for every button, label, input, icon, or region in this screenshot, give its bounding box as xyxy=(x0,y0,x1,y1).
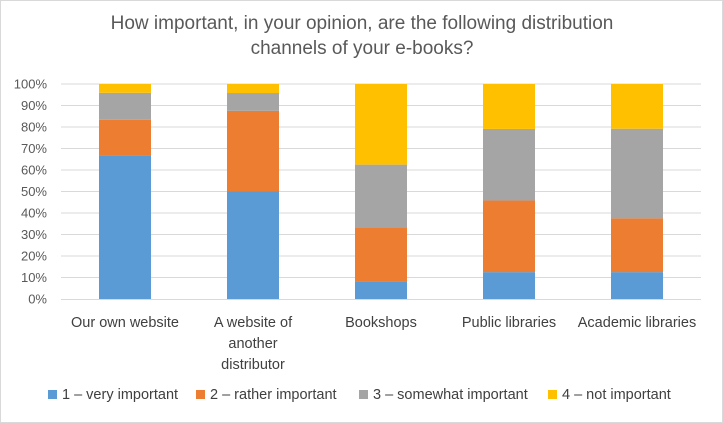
x-category-label: another xyxy=(228,336,277,352)
legend-label: 2 – rather important xyxy=(210,387,337,403)
chart-title-line-1: How important, in your opinion, are the … xyxy=(111,13,614,34)
x-category-label: distributor xyxy=(221,357,285,373)
y-tick-label: 20% xyxy=(21,249,47,264)
legend-swatch xyxy=(548,390,557,399)
bar-segment xyxy=(483,272,535,299)
y-tick-label: 0% xyxy=(28,292,47,307)
bar-segment xyxy=(99,84,151,93)
legend: 1 – very important 2 – rather important 3 … xyxy=(48,387,671,403)
category-labels: Our own website A website of another distri… xyxy=(71,315,696,373)
y-tick-label: 40% xyxy=(21,206,47,221)
bar-segment xyxy=(99,92,151,120)
legend-label: 3 – somewhat important xyxy=(373,387,528,403)
y-axis-ticks: 0% 10% 20% 30% 40% 50% 60% 70% 80% 90% 100% xyxy=(14,77,48,307)
bar-segment xyxy=(611,84,663,129)
bar-segment xyxy=(227,84,279,94)
x-category-label: Public libraries xyxy=(462,315,556,331)
y-tick-label: 100% xyxy=(14,77,48,92)
x-category-label: A website of xyxy=(214,315,293,331)
legend-swatch xyxy=(48,390,57,399)
x-category-label: Our own website xyxy=(71,315,179,331)
y-tick-label: 60% xyxy=(21,163,47,178)
y-tick-label: 80% xyxy=(21,120,47,135)
bar-segment xyxy=(355,227,407,282)
x-category-label: Academic libraries xyxy=(578,315,696,331)
bar-segment xyxy=(611,272,663,299)
y-tick-label: 50% xyxy=(21,184,47,199)
legend-label: 4 – not important xyxy=(562,387,671,403)
legend-label: 1 – very important xyxy=(62,387,178,403)
bar-segment xyxy=(611,218,663,273)
y-tick-label: 10% xyxy=(21,270,47,285)
legend-swatch xyxy=(196,390,205,399)
bar-segment xyxy=(227,191,279,299)
chart-title-line-2: channels of your e-books? xyxy=(251,38,474,59)
bar-segment xyxy=(611,128,663,219)
x-category-label: Bookshops xyxy=(345,315,417,331)
bar-segment xyxy=(227,110,279,192)
legend-swatch xyxy=(359,390,368,399)
y-tick-label: 30% xyxy=(21,227,47,242)
bars xyxy=(99,84,663,299)
bar-segment xyxy=(99,119,151,156)
chart-title: How important, in your opinion, are the … xyxy=(111,13,614,59)
bar-segment xyxy=(355,281,407,299)
bar-segment xyxy=(483,84,535,129)
y-tick-label: 90% xyxy=(21,98,47,113)
bar-segment xyxy=(483,200,535,273)
bar-segment xyxy=(483,128,535,201)
bar-segment xyxy=(355,164,407,228)
bar-segment xyxy=(227,93,279,111)
bar-segment xyxy=(99,155,151,299)
y-tick-label: 70% xyxy=(21,141,47,156)
bar-segment xyxy=(355,84,407,165)
